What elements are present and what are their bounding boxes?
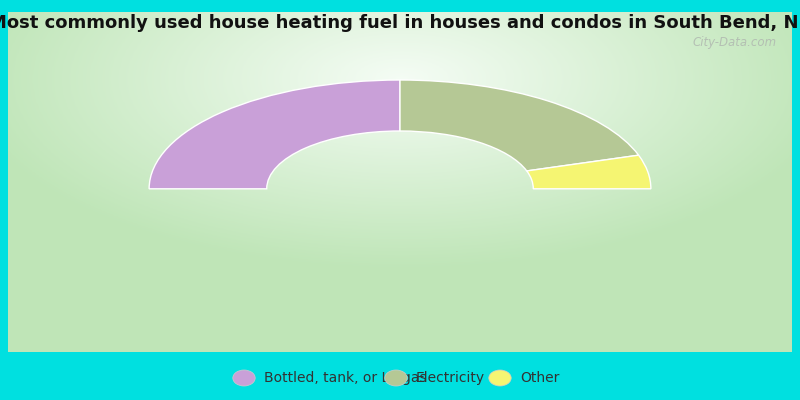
Wedge shape (400, 80, 638, 171)
Wedge shape (526, 155, 651, 189)
Text: City-Data.com: City-Data.com (692, 36, 776, 49)
Wedge shape (149, 80, 400, 189)
Text: Bottled, tank, or LP gas: Bottled, tank, or LP gas (264, 371, 426, 385)
Text: Other: Other (520, 371, 559, 385)
Text: Most commonly used house heating fuel in houses and condos in South Bend, NE: Most commonly used house heating fuel in… (0, 14, 800, 32)
Text: Electricity: Electricity (416, 371, 485, 385)
